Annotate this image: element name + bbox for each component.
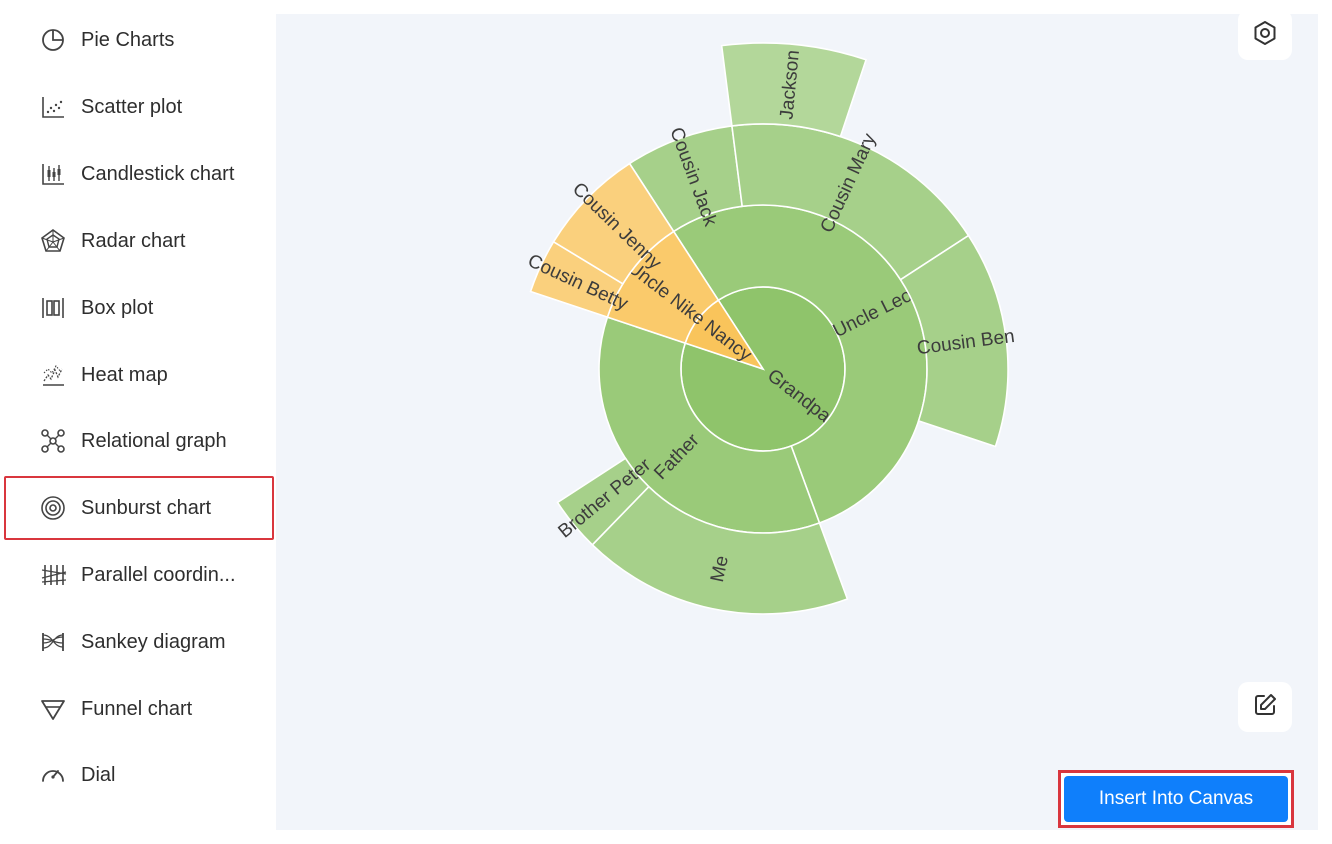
scatter-plot-icon [38, 92, 68, 122]
sidebar-item-label: Funnel chart [81, 697, 193, 720]
edit-button[interactable] [1238, 682, 1292, 732]
sidebar-item-label: Pie Charts [81, 28, 175, 51]
insert-into-canvas-button[interactable]: Insert Into Canvas [1064, 776, 1288, 822]
sidebar-item-label: Dial [81, 763, 116, 786]
sidebar-item-sunburst-chart[interactable]: Sunburst chart [4, 476, 274, 540]
sidebar-item-funnel-chart[interactable]: Funnel chart [8, 680, 270, 738]
heat-map-icon [38, 360, 68, 390]
sidebar-item-parallel-coordin[interactable]: Parallel coordin... [8, 546, 270, 604]
sidebar-item-label: Relational graph [81, 429, 227, 452]
sunburst-segment-cousin-jenny[interactable] [552, 162, 675, 285]
sunburst-chart-icon [38, 493, 68, 523]
chart-type-sidebar: Pie Charts Scatter plot Candlestick chart R… [0, 0, 276, 844]
box-plot-icon [38, 293, 68, 323]
sidebar-item-scatter-plot[interactable]: Scatter plot [8, 78, 270, 136]
sidebar-item-candlestick-chart[interactable]: Candlestick chart [8, 145, 270, 203]
pie-chart-icon [38, 25, 68, 55]
sidebar-item-label: Parallel coordin... [81, 563, 236, 586]
sidebar-item-label: Candlestick chart [81, 162, 235, 185]
candlestick-chart-icon [38, 159, 68, 189]
sunburst-segment-cousin-ben[interactable] [899, 234, 1009, 448]
sidebar-item-label: Heat map [81, 363, 168, 386]
sidebar-item-label: Sunburst chart [81, 496, 212, 519]
sunburst-segment-jackson[interactable] [720, 42, 868, 138]
radar-chart-icon [38, 226, 68, 256]
sunburst-segment-brother-peter[interactable] [556, 457, 650, 546]
sidebar-item-label: Sankey diagram [81, 630, 226, 653]
sankey-diagram-icon [38, 627, 68, 657]
settings-hexagon-icon [1251, 19, 1279, 52]
sidebar-item-heat-map[interactable]: Heat map [8, 346, 270, 404]
funnel-chart-icon [38, 694, 68, 724]
settings-button[interactable] [1238, 10, 1292, 60]
sidebar-item-label: Radar chart [81, 229, 186, 252]
relational-graph-icon [38, 426, 68, 456]
parallel-coordinates-icon [38, 560, 68, 590]
dial-icon [38, 760, 68, 790]
sidebar-item-sankey-diagram[interactable]: Sankey diagram [8, 613, 270, 671]
edit-icon [1251, 691, 1279, 724]
sidebar-item-radar-chart[interactable]: Radar chart [8, 212, 270, 270]
sidebar-item-label: Scatter plot [81, 95, 183, 118]
sidebar-item-relational-graph[interactable]: Relational graph [8, 412, 270, 470]
sidebar-item-pie-charts[interactable]: Pie Charts [8, 11, 270, 69]
sidebar-item-label: Box plot [81, 296, 154, 319]
sidebar-item-dial[interactable]: Dial [8, 746, 270, 804]
chart-preview-area: Grandpa Uncle Leo Cousin Jack Cousin Mary Ja… [276, 10, 1318, 830]
insert-button-highlight: Insert Into Canvas [1058, 770, 1294, 828]
sidebar-item-box-plot[interactable]: Box plot [8, 279, 270, 337]
